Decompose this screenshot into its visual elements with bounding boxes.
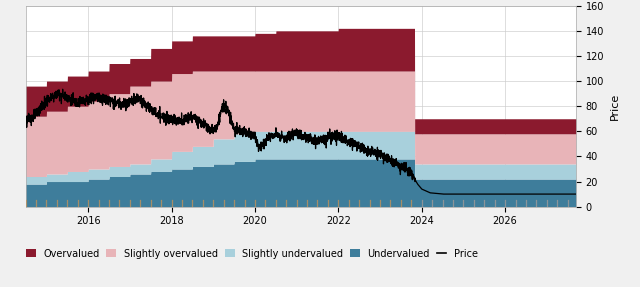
Y-axis label: Price: Price — [610, 93, 620, 120]
Legend: Overvalued, Slightly overvalued, Slightly undervalued, Undervalued, Price: Overvalued, Slightly overvalued, Slightl… — [25, 248, 479, 260]
